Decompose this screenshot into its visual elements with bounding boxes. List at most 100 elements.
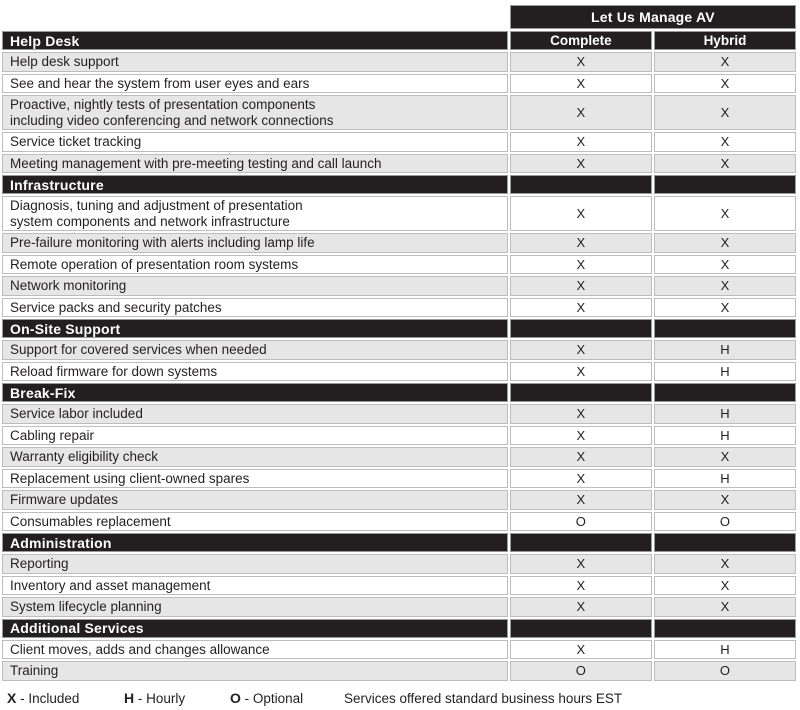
complete-mark: X <box>509 132 652 152</box>
service-label: Service labor included <box>2 404 508 424</box>
legend-key-h: H <box>124 689 135 706</box>
complete-mark: X <box>509 361 652 381</box>
hybrid-mark: X <box>653 254 796 274</box>
service-matrix-table: Let Us Manage AV Help Desk Complete Hybr… <box>0 3 798 683</box>
complete-mark: X <box>509 95 652 130</box>
table-row: Firmware updates X X <box>2 490 796 510</box>
section-header-help-desk: Help Desk <box>2 31 508 50</box>
complete-mark: X <box>509 233 652 253</box>
service-label: Pre-failure monitoring with alerts inclu… <box>2 233 508 253</box>
legend-desc-optional: - Optional <box>244 690 304 706</box>
hybrid-mark: H <box>653 468 796 488</box>
service-label: See and hear the system from user eyes a… <box>2 73 508 93</box>
hybrid-mark: X <box>653 297 796 317</box>
hybrid-mark: X <box>653 554 796 574</box>
complete-mark: X <box>509 575 652 595</box>
column-header-complete: Complete <box>509 31 652 50</box>
table-row: Consumables replacement O O <box>2 511 796 531</box>
service-label-line1: Proactive, nightly tests of presentation… <box>10 97 316 112</box>
service-label: Service packs and security patches <box>2 297 508 317</box>
hybrid-mark: H <box>653 425 796 445</box>
section-header-row: Infrastructure <box>2 175 796 194</box>
section-header-blank <box>653 618 796 638</box>
section-header-blank <box>509 383 652 402</box>
legend-desc-included: - Included <box>20 690 80 706</box>
complete-mark: X <box>509 276 652 296</box>
complete-mark: X <box>509 597 652 617</box>
table-row: Proactive, nightly tests of presentation… <box>2 95 796 130</box>
complete-mark: X <box>509 340 652 360</box>
table-row: Diagnosis, tuning and adjustment of pres… <box>2 196 796 231</box>
table-row: Inventory and asset management X X <box>2 575 796 595</box>
section-header-row: Additional Services <box>2 618 796 638</box>
section-header-blank <box>653 319 796 338</box>
table-title: Let Us Manage AV <box>509 5 796 29</box>
table-row: Service labor included X H <box>2 404 796 424</box>
complete-mark: X <box>509 639 652 659</box>
service-label: Proactive, nightly tests of presentation… <box>2 95 508 130</box>
column-header-hybrid: Hybrid <box>653 31 796 50</box>
hybrid-mark: X <box>653 276 796 296</box>
service-label: Firmware updates <box>2 490 508 510</box>
hybrid-mark: H <box>653 340 796 360</box>
hybrid-mark: X <box>653 132 796 152</box>
section-header-blank <box>509 319 652 338</box>
hybrid-mark: X <box>653 490 796 510</box>
complete-mark: O <box>509 511 652 531</box>
section-header-blank <box>509 618 652 638</box>
table-row: Meeting management with pre-meeting test… <box>2 153 796 173</box>
hybrid-mark: X <box>653 73 796 93</box>
complete-mark: X <box>509 153 652 173</box>
section-header-blank <box>509 175 652 194</box>
complete-mark: X <box>509 490 652 510</box>
hybrid-mark: X <box>653 196 796 231</box>
section-header-on-site-support: On-Site Support <box>2 319 508 338</box>
hybrid-mark: X <box>653 153 796 173</box>
table-row: Cabling repair X H <box>2 425 796 445</box>
section-header-row: On-Site Support <box>2 319 796 338</box>
table-row: Network monitoring X X <box>2 276 796 296</box>
service-label: Meeting management with pre-meeting test… <box>2 153 508 173</box>
table-row: See and hear the system from user eyes a… <box>2 73 796 93</box>
section-header-additional-services: Additional Services <box>2 618 508 638</box>
section-header-blank <box>509 533 652 552</box>
table-row: Pre-failure monitoring with alerts inclu… <box>2 233 796 253</box>
service-label-line1: Diagnosis, tuning and adjustment of pres… <box>10 198 303 213</box>
hybrid-mark: X <box>653 233 796 253</box>
legend-key-x: X <box>7 689 17 706</box>
section-header-administration: Administration <box>2 533 508 552</box>
table-row: Warranty eligibility check X X <box>2 447 796 467</box>
legend-desc-hourly: - Hourly <box>137 690 186 706</box>
hybrid-mark: H <box>653 361 796 381</box>
complete-mark: X <box>509 404 652 424</box>
hybrid-mark: O <box>653 511 796 531</box>
complete-mark: X <box>509 254 652 274</box>
legend-item-optional: O - Optional <box>230 690 344 706</box>
complete-mark: X <box>509 52 652 72</box>
table-title-row: Let Us Manage AV <box>2 5 796 29</box>
table-row: System lifecycle planning X X <box>2 597 796 617</box>
service-label: Cabling repair <box>2 425 508 445</box>
service-label-line2: including video conferencing and network… <box>10 112 334 128</box>
hybrid-mark: H <box>653 404 796 424</box>
table-row: Service ticket tracking X X <box>2 132 796 152</box>
table-row: Support for covered services when needed… <box>2 340 796 360</box>
table-row: Remote operation of presentation room sy… <box>2 254 796 274</box>
service-label: Reporting <box>2 554 508 574</box>
service-label: Consumables replacement <box>2 511 508 531</box>
service-label: Client moves, adds and changes allowance <box>2 639 508 659</box>
service-label: Service ticket tracking <box>2 132 508 152</box>
service-label: Replacement using client-owned spares <box>2 468 508 488</box>
legend-key-o: O <box>230 689 241 706</box>
legend-item-included: X - Included <box>7 690 124 706</box>
service-label: Reload firmware for down systems <box>2 361 508 381</box>
complete-mark: O <box>509 661 652 681</box>
section-header-row: Administration <box>2 533 796 552</box>
complete-mark: X <box>509 297 652 317</box>
service-label: Training <box>2 661 508 681</box>
table-row: Help desk support X X <box>2 52 796 72</box>
title-spacer <box>2 5 508 29</box>
table-row: Reload firmware for down systems X H <box>2 361 796 381</box>
legend-note: Services offered standard business hours… <box>344 690 623 706</box>
